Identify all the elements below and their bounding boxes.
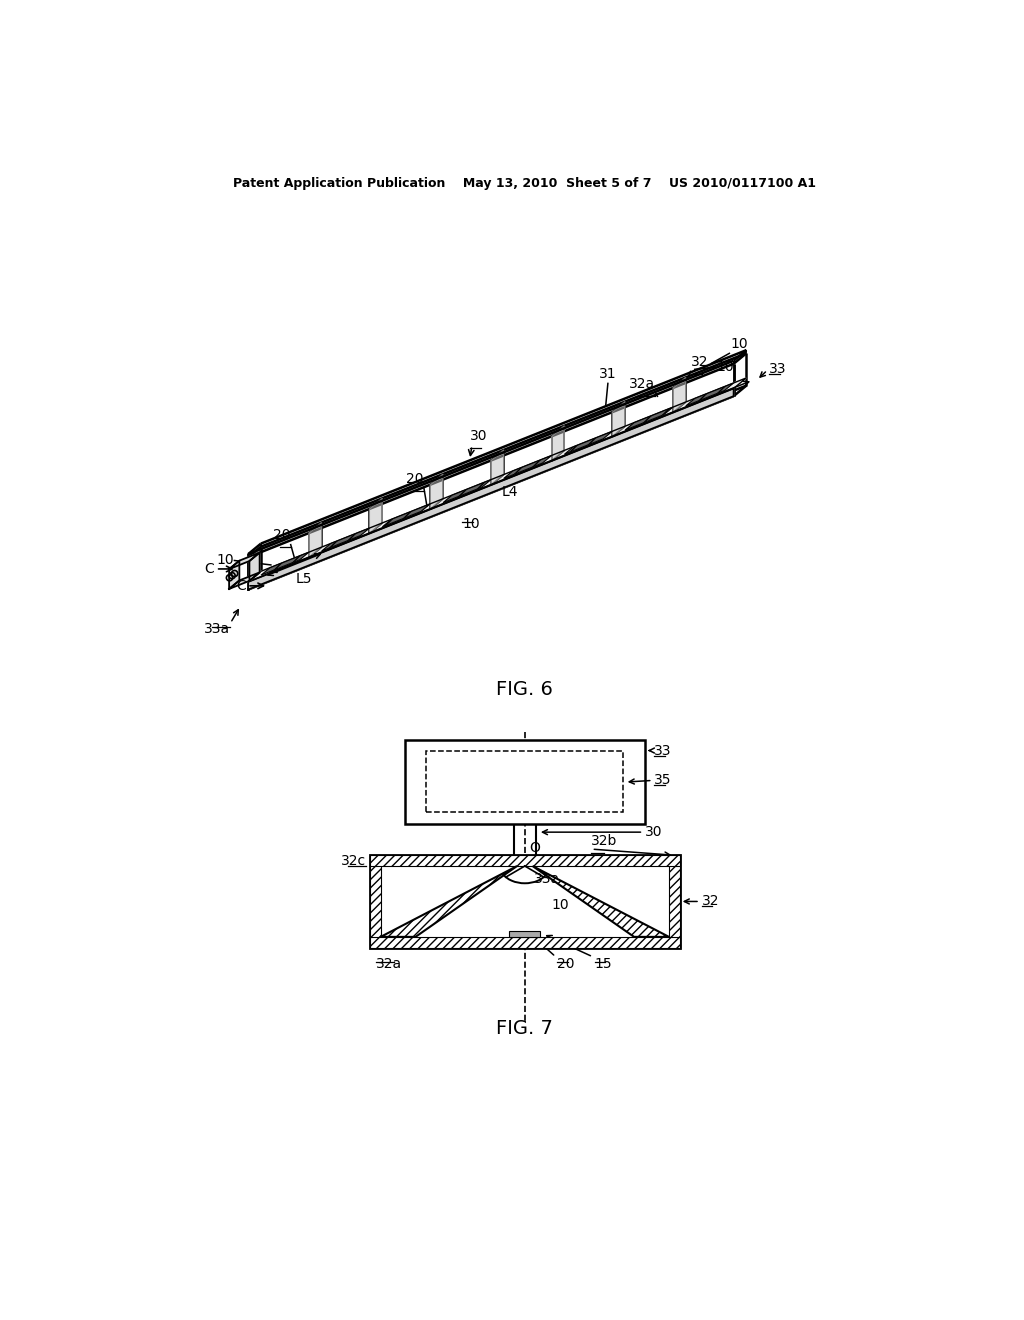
- Polygon shape: [229, 553, 260, 569]
- Text: 32: 32: [701, 895, 719, 908]
- Text: FIG. 6: FIG. 6: [497, 680, 553, 700]
- Polygon shape: [370, 499, 382, 533]
- Text: 20: 20: [557, 957, 574, 972]
- Polygon shape: [381, 866, 517, 937]
- Polygon shape: [309, 523, 322, 558]
- Polygon shape: [382, 504, 430, 527]
- Bar: [509, 931, 541, 937]
- Text: 31: 31: [599, 367, 616, 381]
- Text: Patent Application Publication    May 13, 2010  Sheet 5 of 7    US 2010/0117100 : Patent Application Publication May 13, 2…: [233, 177, 816, 190]
- Bar: [426, 751, 624, 812]
- Polygon shape: [504, 455, 552, 478]
- Polygon shape: [443, 479, 490, 503]
- Bar: [370, 855, 381, 948]
- Text: L4: L4: [502, 484, 518, 499]
- Text: 33a: 33a: [535, 873, 560, 886]
- Text: 10: 10: [717, 360, 734, 374]
- Text: 10: 10: [552, 899, 569, 912]
- Bar: [370, 855, 680, 948]
- Text: 32c: 32c: [341, 854, 366, 867]
- Text: 20: 20: [407, 473, 424, 487]
- Polygon shape: [532, 866, 669, 937]
- Polygon shape: [430, 474, 443, 510]
- Text: 10: 10: [216, 553, 233, 568]
- Text: 32b: 32b: [591, 833, 617, 847]
- Text: 20: 20: [273, 528, 291, 543]
- Text: 30: 30: [645, 825, 663, 840]
- Text: C: C: [205, 562, 214, 576]
- Polygon shape: [564, 432, 612, 454]
- Text: 30: 30: [470, 429, 487, 444]
- Text: 33: 33: [769, 362, 786, 375]
- Text: O: O: [529, 841, 541, 855]
- Polygon shape: [625, 407, 673, 430]
- Polygon shape: [229, 561, 240, 589]
- Text: 35: 35: [654, 774, 672, 788]
- Text: 33a: 33a: [204, 622, 230, 636]
- Polygon shape: [261, 552, 309, 576]
- Text: L5: L5: [296, 573, 312, 586]
- Polygon shape: [248, 354, 746, 557]
- Text: FIG. 7: FIG. 7: [497, 1019, 553, 1038]
- Text: 32a: 32a: [630, 376, 655, 391]
- Text: C: C: [236, 579, 246, 593]
- Text: 33: 33: [654, 743, 672, 758]
- Polygon shape: [673, 378, 686, 413]
- Bar: [370, 937, 680, 948]
- Polygon shape: [686, 383, 733, 407]
- Text: 32a: 32a: [376, 957, 402, 972]
- Polygon shape: [322, 528, 370, 550]
- Polygon shape: [612, 401, 625, 437]
- Bar: [669, 855, 680, 948]
- Bar: [370, 855, 680, 866]
- Polygon shape: [229, 573, 260, 589]
- Polygon shape: [248, 388, 733, 590]
- Polygon shape: [552, 426, 564, 461]
- Bar: [404, 739, 645, 825]
- Text: 10: 10: [462, 517, 480, 531]
- Polygon shape: [250, 553, 260, 581]
- Polygon shape: [490, 450, 504, 486]
- Polygon shape: [248, 378, 746, 582]
- Text: 15: 15: [595, 957, 612, 972]
- Text: 32: 32: [691, 355, 709, 370]
- Text: 10: 10: [730, 338, 748, 351]
